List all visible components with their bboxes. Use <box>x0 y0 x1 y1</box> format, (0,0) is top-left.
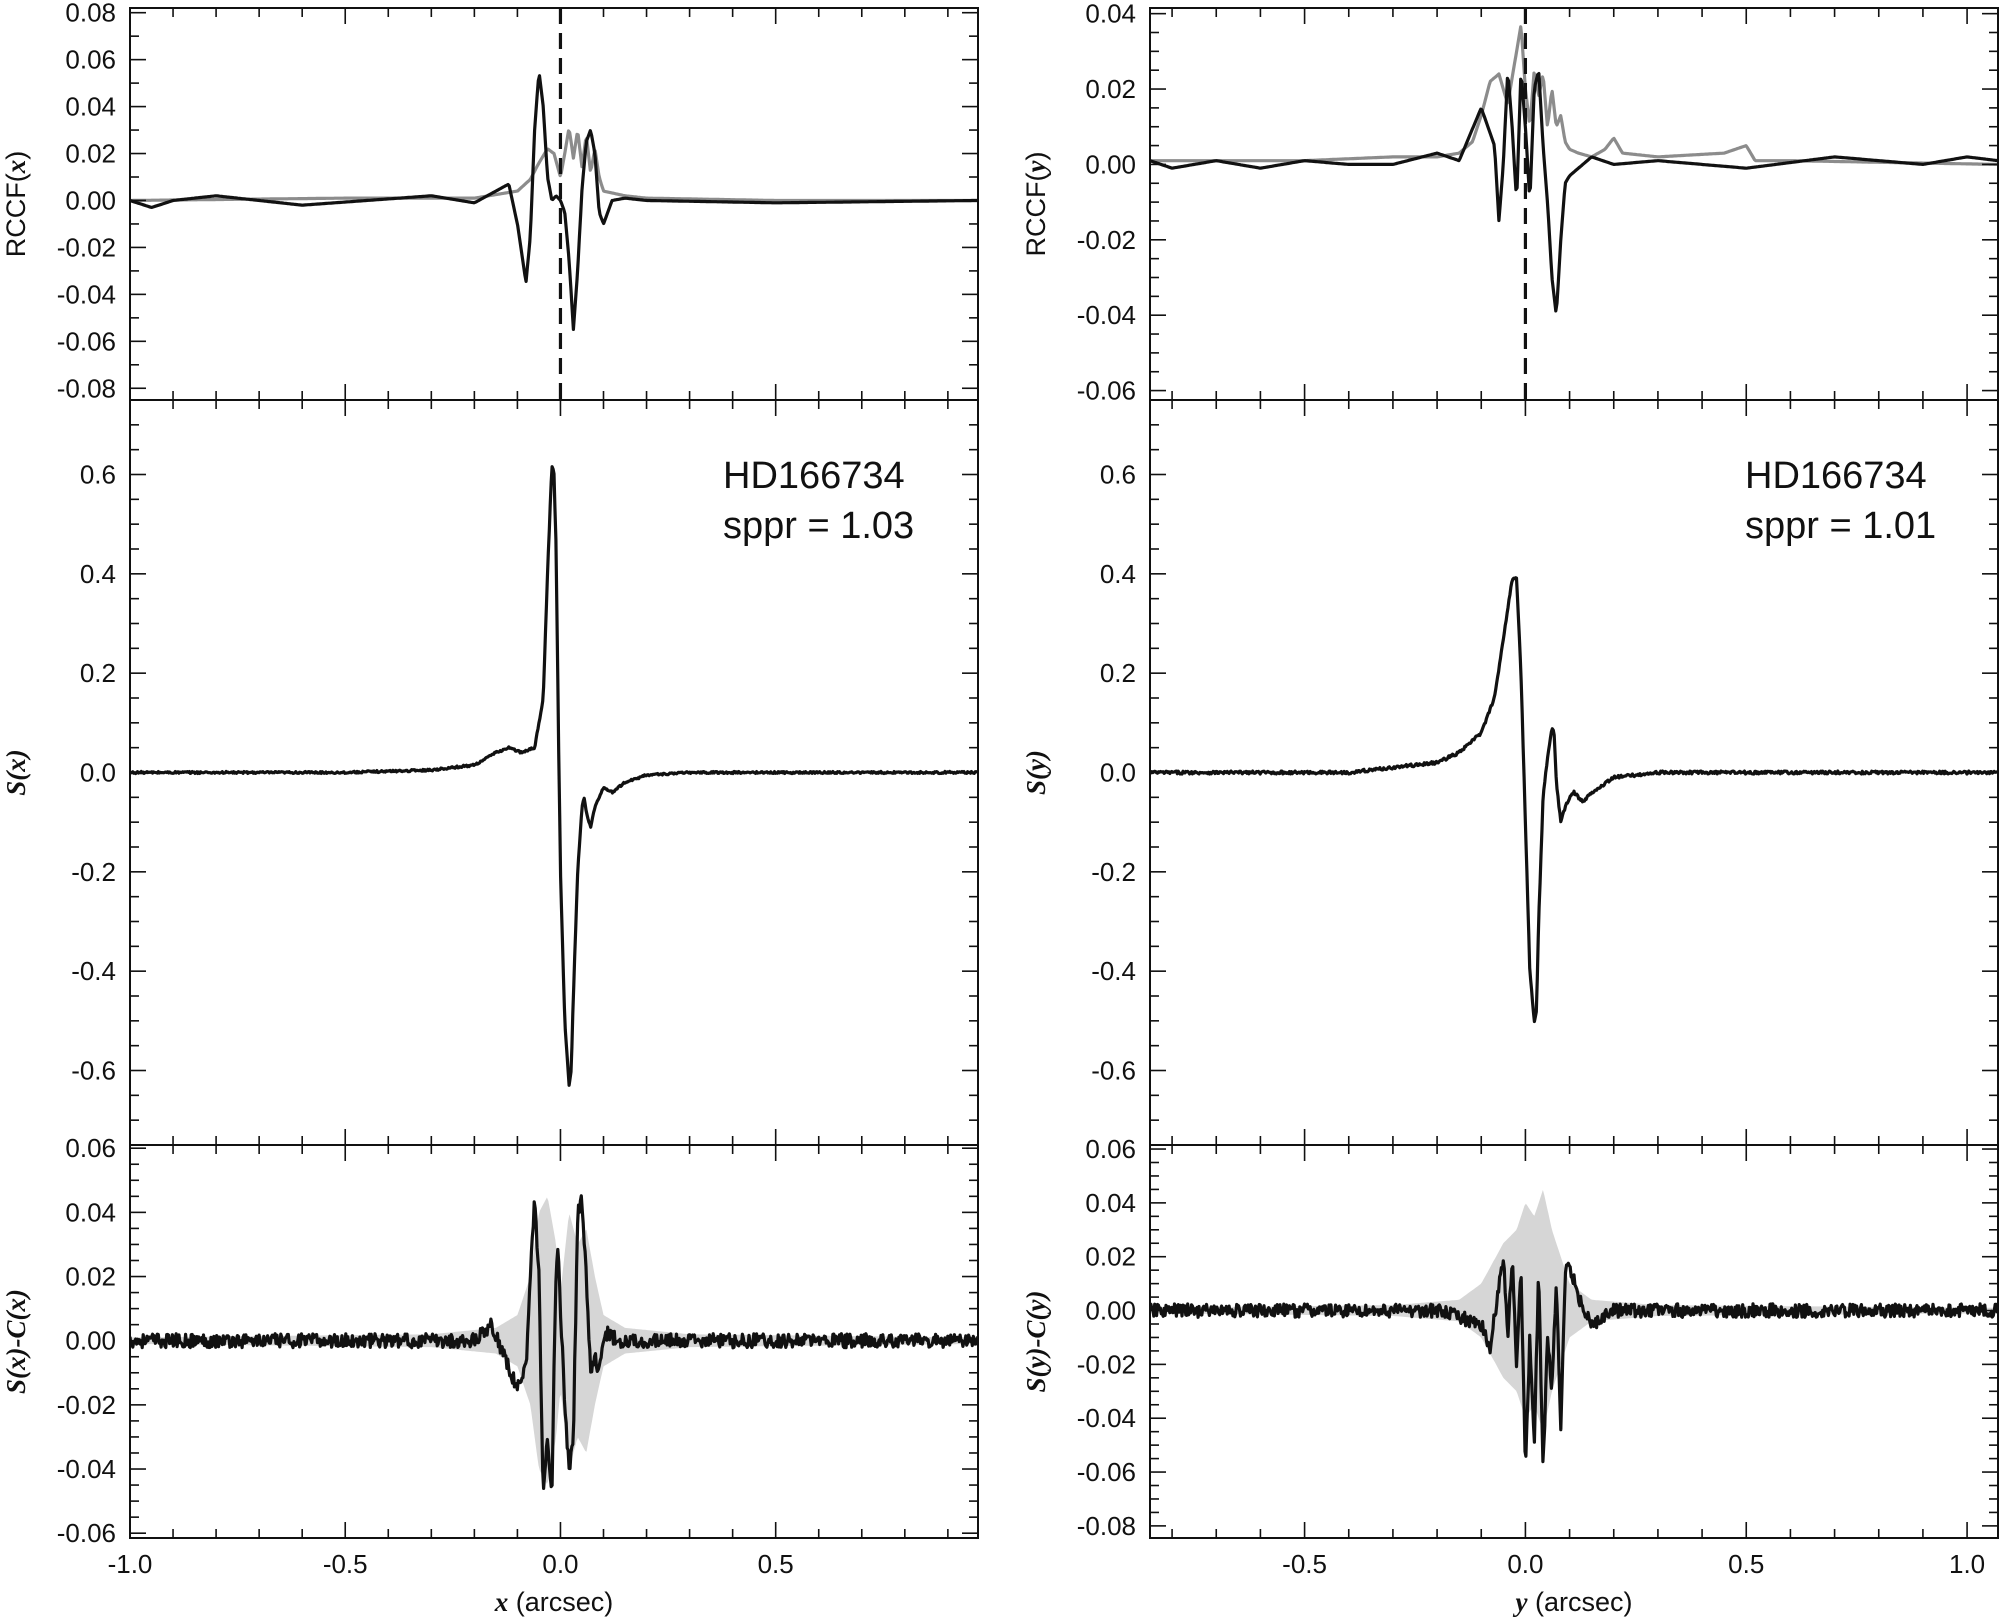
y-tick-label: -0.2 <box>71 857 116 887</box>
y-tick-label: -0.04 <box>57 279 116 309</box>
x-tick-label: 0.5 <box>1728 1549 1764 1579</box>
y-tick-label: 0.4 <box>80 559 116 589</box>
y-tick-label: -0.02 <box>57 232 116 262</box>
y-axis-label: RCCF(y) <box>1021 152 1051 257</box>
y-tick-label: 0.08 <box>65 0 116 28</box>
y-tick-label: -0.06 <box>57 326 116 356</box>
plot-area <box>130 465 978 1087</box>
y-tick-label: -0.08 <box>57 373 116 403</box>
panel-bot_right: -0.08 -0.06 -0.04 -0.02 0.00 0.02 0.04 0.06 -0.5… <box>1021 1134 1999 1617</box>
y-tick-label: -0.04 <box>1077 300 1136 330</box>
y-tick-label: -0.4 <box>1091 956 1136 986</box>
y-tick-label: 0.0 <box>1100 758 1136 788</box>
series-line-1 <box>1150 25 1998 166</box>
y-tick-label: -0.08 <box>1077 1511 1136 1541</box>
y-tick-label: 0.02 <box>65 1262 116 1292</box>
plot-area <box>1150 8 1998 400</box>
panel-top_left: -0.08 -0.06 -0.04 -0.02 0.00 0.02 0.04 0.06 0.08… <box>1 0 979 403</box>
series-line-1 <box>1150 1259 1998 1464</box>
y-tick-label: 0.02 <box>65 139 116 169</box>
y-tick-label: 0.2 <box>80 658 116 688</box>
plot-area <box>130 1194 978 1490</box>
y-axis-label: S(y)-C(y) <box>1021 1291 1051 1393</box>
y-tick-label: -0.06 <box>1077 376 1136 406</box>
series-line-1 <box>130 465 978 1087</box>
plot-area <box>1150 1190 1998 1464</box>
y-tick-label: -0.4 <box>71 956 116 986</box>
x-tick-label: -1.0 <box>108 1549 153 1579</box>
plot-area <box>1150 576 1998 1024</box>
x-tick-label: -0.5 <box>323 1549 368 1579</box>
y-tick-label: 0.02 <box>1085 74 1136 104</box>
y-tick-label: 0.04 <box>65 1197 116 1227</box>
y-tick-label: 0.04 <box>1085 1188 1136 1218</box>
x-tick-label: 0.0 <box>542 1549 578 1579</box>
series-line-1 <box>130 129 978 203</box>
axes-frame <box>1149 1144 1999 1539</box>
axes-frame <box>1149 7 1999 401</box>
series-line-2 <box>130 74 978 331</box>
y-tick-label: -0.2 <box>1091 857 1136 887</box>
y-tick-label: 0.00 <box>1085 1296 1136 1326</box>
plot-area <box>130 8 978 400</box>
y-tick-label: 0.00 <box>1085 149 1136 179</box>
sppr-annotation: sppr = 1.01 <box>1745 505 1936 547</box>
y-tick-label: 0.04 <box>65 92 116 122</box>
y-axis-label: S(y) <box>1021 750 1051 795</box>
panel-bot_left: -0.06 -0.04 -0.02 0.00 0.02 0.04 0.06 -1.0 -0.5 0… <box>1 1133 979 1617</box>
y-tick-label: -0.02 <box>1077 225 1136 255</box>
y-tick-label: 0.06 <box>1085 1134 1136 1164</box>
y-axis-label: RCCF(x) <box>1 151 31 257</box>
y-tick-label: 0.02 <box>1085 1242 1136 1272</box>
y-tick-label: -0.02 <box>57 1390 116 1420</box>
y-tick-label: 0.6 <box>1100 460 1136 490</box>
axes-frame <box>129 1144 979 1539</box>
y-tick-label: -0.06 <box>57 1518 116 1548</box>
star-name-annotation: HD166734 <box>1745 455 1927 497</box>
star-name-annotation: HD166734 <box>723 455 905 497</box>
panel-mid_right: -0.6 -0.4 -0.2 0.0 0.2 0.4 0.6 S(y) HD166734 sppr… <box>1021 399 1999 1146</box>
series-line-2 <box>1150 72 1998 313</box>
y-axis-label: S(x) <box>1 749 31 796</box>
series-line-1 <box>130 1194 978 1490</box>
panel-top_right: -0.06 -0.04 -0.02 0.00 0.02 0.04 RCCF(y) <box>1021 0 1999 406</box>
y-axis-label: S(x)-C(x) <box>1 1289 31 1394</box>
y-tick-label: -0.6 <box>1091 1056 1136 1086</box>
x-axis-label: y (arcsec) <box>1513 1587 1633 1617</box>
y-tick-label: 0.0 <box>80 758 116 788</box>
y-tick-label: -0.02 <box>1077 1349 1136 1379</box>
y-tick-label: -0.06 <box>1077 1457 1136 1487</box>
x-tick-label: 0.0 <box>1507 1549 1543 1579</box>
series-line-1 <box>1150 576 1998 1024</box>
y-tick-label: 0.6 <box>80 460 116 490</box>
x-tick-label: -0.5 <box>1282 1549 1327 1579</box>
y-tick-label: 0.4 <box>1100 559 1136 589</box>
y-tick-label: 0.00 <box>65 1326 116 1356</box>
y-tick-label: 0.06 <box>65 1133 116 1163</box>
y-tick-label: -0.04 <box>57 1454 116 1484</box>
axes-frame <box>129 7 979 401</box>
y-tick-label: 0.06 <box>65 45 116 75</box>
y-tick-label: 0.2 <box>1100 658 1136 688</box>
panel-mid_left: -0.6 -0.4 -0.2 0.0 0.2 0.4 0.6 S(x) HD166734 sppr… <box>1 399 979 1146</box>
y-tick-label: -0.6 <box>71 1056 116 1086</box>
x-axis-label: x (arcsec) <box>494 1587 614 1617</box>
sppr-annotation: sppr = 1.03 <box>723 505 914 547</box>
y-tick-label: 0.00 <box>65 185 116 215</box>
y-tick-label: 0.04 <box>1085 0 1136 29</box>
x-tick-label: 1.0 <box>1949 1549 1985 1579</box>
uncertainty-band <box>1150 1190 1998 1432</box>
x-tick-label: 0.5 <box>758 1549 794 1579</box>
y-tick-label: -0.04 <box>1077 1403 1136 1433</box>
